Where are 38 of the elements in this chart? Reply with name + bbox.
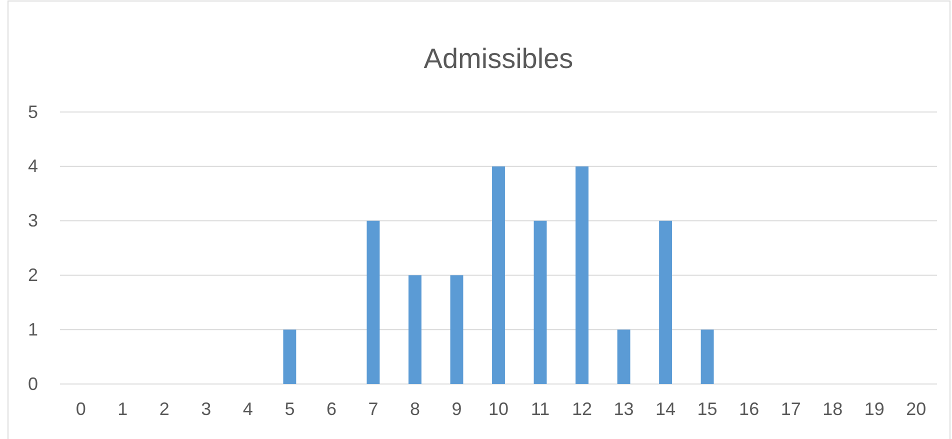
bar [408, 275, 422, 384]
bar [534, 220, 547, 384]
x-tick-label: 0 [76, 398, 86, 419]
bar [492, 166, 505, 384]
bar [366, 220, 380, 384]
x-tick-label: 15 [697, 398, 718, 419]
x-tick-label: 12 [572, 398, 592, 419]
x-tick-label: 8 [410, 398, 420, 419]
x-tick-label: 16 [739, 398, 760, 419]
bar [617, 330, 630, 384]
y-tick-label: 1 [28, 319, 38, 340]
x-tick-label: 3 [201, 398, 212, 419]
y-tick-label: 4 [28, 156, 38, 176]
x-tick-label: 13 [614, 398, 634, 419]
x-tick-label: 2 [159, 398, 170, 419]
bar [576, 166, 588, 384]
x-tick-label: 17 [780, 398, 801, 419]
x-tick-label: 4 [242, 398, 253, 419]
x-tick-label: 11 [530, 398, 550, 419]
y-tick-label: 5 [28, 102, 38, 122]
x-tick-label: 5 [284, 398, 295, 419]
bar [700, 330, 714, 384]
y-tick-label: 0 [28, 374, 38, 394]
x-tick-label: 9 [452, 398, 462, 419]
x-tick-label: 1 [118, 398, 128, 419]
x-tick-label: 7 [368, 398, 378, 419]
x-tick-label: 18 [822, 398, 843, 419]
y-tick-label: 3 [28, 210, 38, 231]
x-tick-label: 14 [656, 398, 676, 419]
x-tick-label: 10 [488, 398, 509, 419]
bar [659, 220, 672, 384]
x-tick-label: 19 [864, 398, 884, 419]
x-tick-label: 6 [326, 398, 336, 419]
x-tick-label: 20 [906, 398, 926, 419]
bar [283, 330, 296, 384]
chart-title: Admissibles [424, 43, 574, 74]
y-tick-label: 2 [28, 264, 38, 285]
bar [450, 275, 464, 384]
